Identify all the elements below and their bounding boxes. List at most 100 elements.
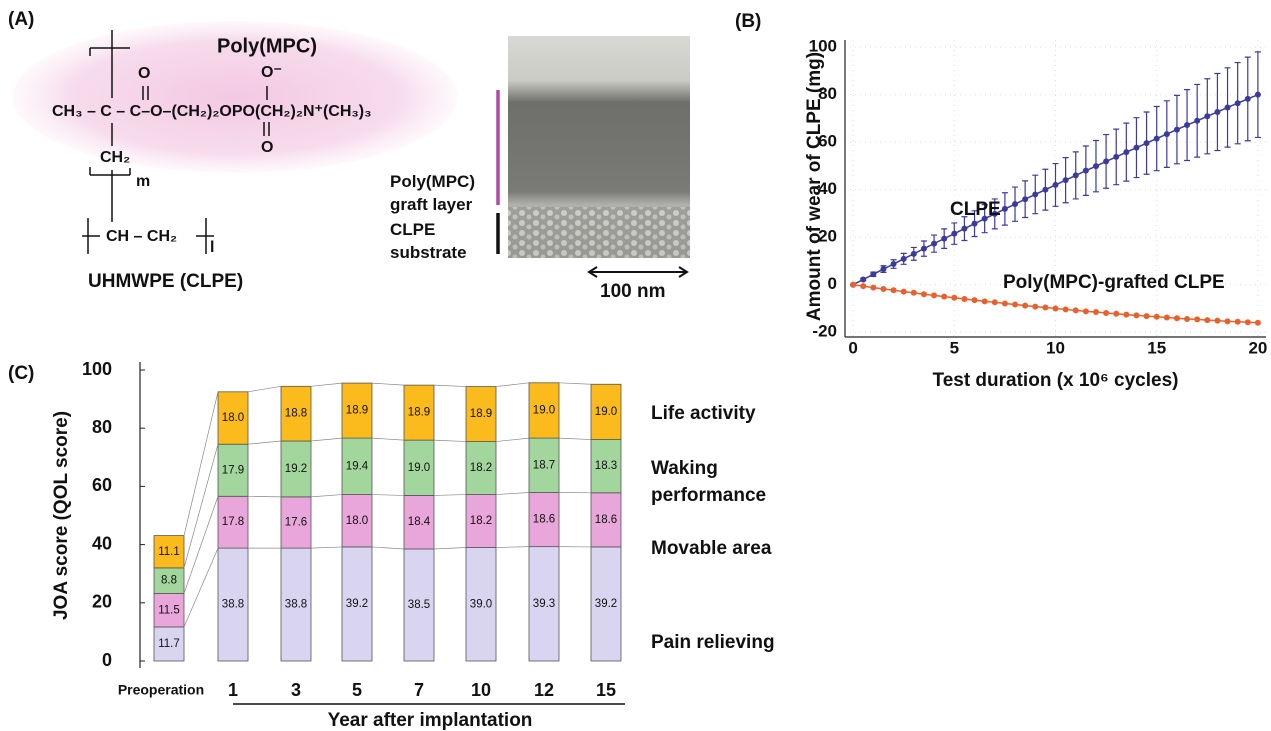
atom: O — [138, 65, 150, 82]
data-point — [972, 221, 978, 227]
panel-label: (B) — [735, 11, 761, 32]
value-label: 19.0 — [533, 404, 555, 416]
x-tick-label: 20 — [1248, 338, 1267, 357]
connector — [372, 547, 404, 549]
atom: CH₂ — [100, 149, 130, 166]
data-point — [860, 283, 866, 289]
data-point — [1184, 316, 1190, 322]
data-point — [860, 277, 866, 283]
x-tick-label: 0 — [848, 338, 857, 357]
data-point — [901, 289, 907, 295]
data-point — [850, 282, 856, 288]
value-label: 18.0 — [222, 412, 244, 424]
data-point — [951, 231, 957, 237]
value-label: 19.0 — [595, 406, 617, 418]
data-point — [1022, 303, 1028, 309]
value-label: 11.5 — [158, 604, 180, 616]
data-point — [1194, 316, 1200, 322]
value-label: 18.8 — [285, 408, 307, 420]
data-point — [921, 291, 927, 297]
data-point — [1225, 318, 1231, 324]
connector — [496, 438, 529, 441]
connector — [434, 385, 466, 386]
value-label: 18.0 — [346, 515, 368, 527]
data-point — [1042, 305, 1048, 311]
panel-label: (A) — [8, 9, 34, 30]
data-point — [1012, 201, 1018, 207]
value-label: 18.2 — [470, 515, 492, 527]
connector — [184, 496, 218, 593]
data-point — [1123, 149, 1129, 155]
data-point — [1053, 305, 1059, 311]
value-label: 38.8 — [222, 599, 244, 611]
data-point — [972, 297, 978, 303]
data-point — [911, 290, 917, 296]
data-point — [1103, 310, 1109, 316]
x-tick-label: 15 — [1147, 338, 1166, 357]
figure: (A) (B) (C) Poly(MPC) O O⁻ CH₃ – C – C–O… — [0, 0, 1271, 731]
data-point — [870, 271, 876, 277]
data-point — [982, 298, 988, 304]
value-label: 8.8 — [161, 575, 177, 587]
data-point — [1174, 127, 1180, 133]
connector — [559, 438, 591, 439]
data-point — [1164, 315, 1170, 321]
connector — [434, 440, 466, 441]
value-label: 17.6 — [285, 517, 307, 529]
subscript: l — [210, 239, 214, 256]
data-point — [1093, 163, 1099, 169]
y-axis-title: JOA score (QOL score) — [51, 411, 72, 620]
data-point — [921, 246, 927, 252]
y-tick-label: -20 — [812, 322, 837, 341]
data-point — [1032, 191, 1038, 197]
value-label: 18.7 — [533, 459, 555, 471]
data-point — [1002, 300, 1008, 306]
series-label: Waking performance — [651, 455, 811, 509]
y-axis-title: Amount of wear of CLPE (mg) — [804, 52, 825, 321]
data-point — [1032, 304, 1038, 310]
data-point — [961, 296, 967, 302]
y-tick-label: 60 — [92, 475, 112, 495]
x-tick-label: 7 — [414, 680, 424, 700]
data-point — [1144, 140, 1150, 146]
value-label: 19.0 — [408, 462, 430, 474]
data-point — [870, 285, 876, 291]
data-point — [1235, 100, 1241, 106]
value-label: 18.2 — [470, 462, 492, 474]
atom: O⁻ — [261, 64, 282, 81]
data-point — [941, 294, 947, 300]
subscript: m — [136, 173, 150, 190]
value-label: 18.9 — [470, 408, 492, 420]
value-label: 18.4 — [408, 516, 431, 528]
data-point — [1133, 145, 1139, 151]
value-label: 39.3 — [533, 598, 555, 610]
connector — [184, 548, 218, 627]
value-label: 18.9 — [346, 405, 368, 417]
data-point — [1214, 109, 1220, 115]
atom: O — [261, 139, 273, 156]
x-axis-title: Test duration (x 10⁶ cycles) — [933, 370, 1179, 391]
data-point — [931, 292, 937, 298]
connector — [311, 547, 342, 548]
polymer-name: Poly(MPC) — [217, 35, 317, 57]
connector — [311, 495, 342, 497]
substrate-name: UHMWPE (CLPE) — [88, 271, 243, 292]
backbone: CH – CH₂ — [106, 228, 177, 245]
value-label: 38.8 — [285, 599, 307, 611]
data-point — [1245, 96, 1251, 102]
data-point — [1245, 319, 1251, 325]
value-label: 18.3 — [595, 460, 617, 472]
value-label: 18.6 — [595, 514, 617, 526]
data-point — [1002, 206, 1008, 212]
data-point — [1022, 196, 1028, 202]
data-point — [1113, 154, 1119, 160]
x-axis-title: Year after implantation — [328, 710, 533, 731]
data-point — [1184, 122, 1190, 128]
main-chain: CH₃ – C – C–O–(CH₂)₂OPO(CH₂)₂N⁺(CH₃)₃ — [52, 103, 372, 120]
x-tick-label: 10 — [471, 680, 491, 700]
connector — [372, 495, 404, 496]
value-label: 11.1 — [158, 546, 180, 558]
data-point — [1113, 311, 1119, 317]
value-label: 38.5 — [408, 599, 430, 611]
data-point — [1073, 307, 1079, 313]
